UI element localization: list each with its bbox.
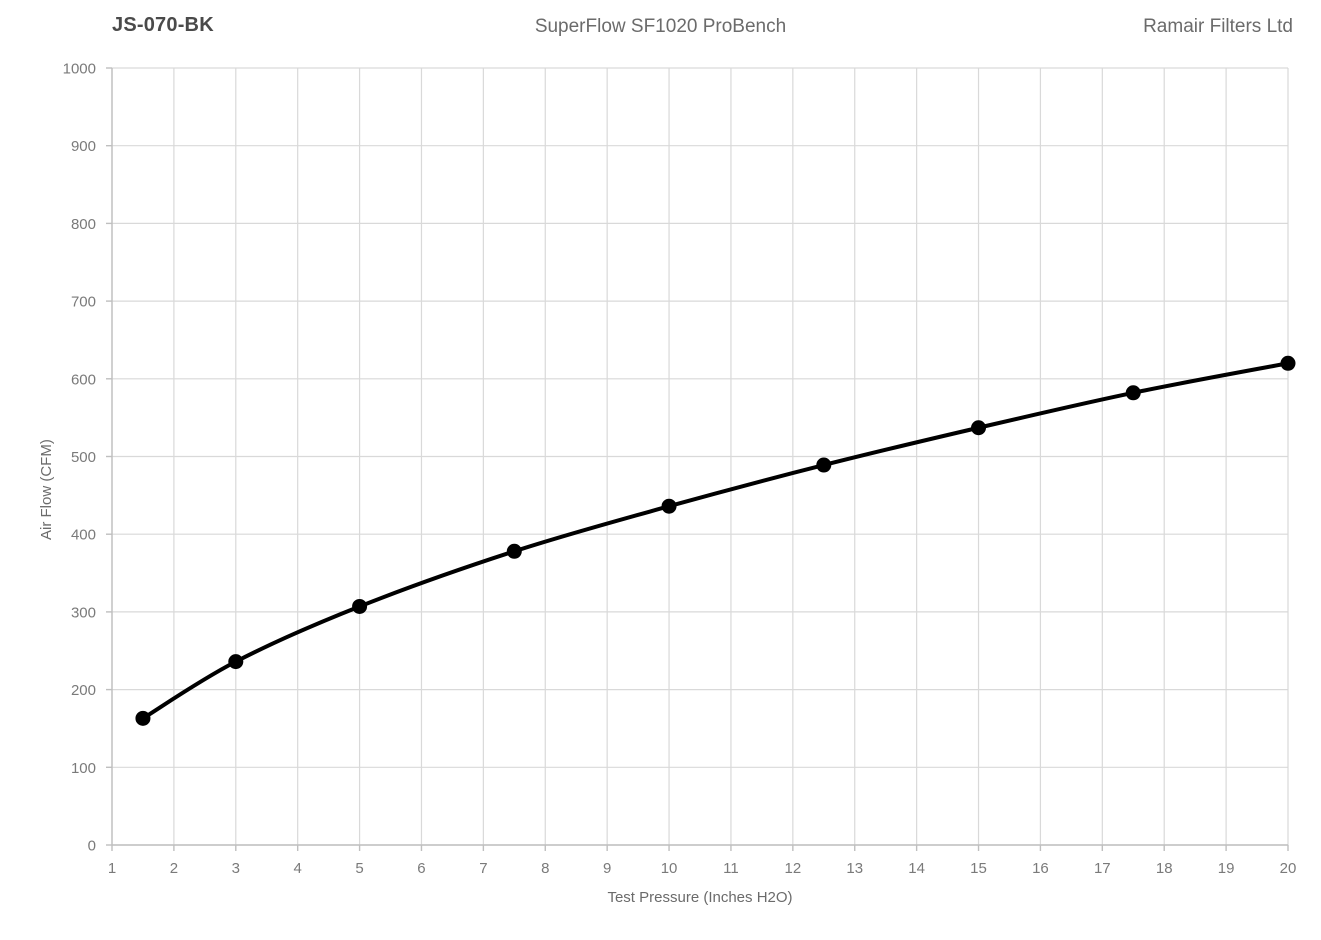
svg-text:7: 7 xyxy=(479,860,487,877)
svg-text:15: 15 xyxy=(970,860,987,877)
svg-text:3: 3 xyxy=(232,860,240,877)
axis-lines xyxy=(106,67,1289,851)
svg-text:1000: 1000 xyxy=(63,61,96,78)
svg-text:12: 12 xyxy=(784,860,801,877)
svg-text:11: 11 xyxy=(723,860,739,877)
svg-text:100: 100 xyxy=(71,760,96,777)
gridlines xyxy=(111,67,1289,846)
svg-text:10: 10 xyxy=(661,860,678,877)
svg-text:1: 1 xyxy=(108,860,116,877)
svg-text:500: 500 xyxy=(71,449,96,466)
svg-text:300: 300 xyxy=(71,604,96,621)
svg-text:0: 0 xyxy=(88,838,96,855)
svg-text:200: 200 xyxy=(71,682,96,699)
svg-text:400: 400 xyxy=(71,527,96,544)
svg-text:13: 13 xyxy=(846,860,863,877)
y-axis-title: Air Flow (CFM) xyxy=(38,439,55,540)
svg-text:5: 5 xyxy=(355,860,363,877)
svg-text:2: 2 xyxy=(170,860,178,877)
svg-text:18: 18 xyxy=(1156,860,1173,877)
company-name-label: Ramair Filters Ltd xyxy=(1143,16,1293,37)
svg-text:8: 8 xyxy=(541,860,549,877)
svg-text:20: 20 xyxy=(1280,860,1297,877)
bench-name-label: SuperFlow SF1020 ProBench xyxy=(534,16,787,37)
svg-text:700: 700 xyxy=(71,294,96,311)
svg-text:900: 900 xyxy=(71,138,96,155)
product-code-label: JS-070-BK xyxy=(112,14,214,36)
x-axis-title: Test Pressure (Inches H2O) xyxy=(607,889,793,906)
series-line xyxy=(140,361,1290,721)
svg-text:14: 14 xyxy=(908,860,925,877)
svg-text:4: 4 xyxy=(294,860,302,877)
svg-text:9: 9 xyxy=(603,860,611,877)
series-markers xyxy=(135,355,1296,726)
svg-text:800: 800 xyxy=(71,216,96,233)
svg-text:16: 16 xyxy=(1032,860,1049,877)
svg-text:600: 600 xyxy=(71,371,96,388)
svg-text:19: 19 xyxy=(1218,860,1235,877)
svg-text:6: 6 xyxy=(417,860,425,877)
chart-header: JS-070-BK SuperFlow SF1020 ProBench Rama… xyxy=(0,14,1321,48)
svg-text:17: 17 xyxy=(1094,860,1111,877)
